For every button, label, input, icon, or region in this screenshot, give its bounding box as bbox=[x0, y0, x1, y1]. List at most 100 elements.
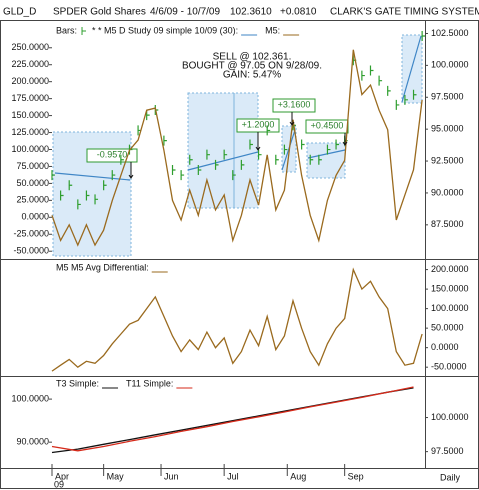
price-bar bbox=[120, 154, 124, 165]
security-name: SPDER Gold Shares bbox=[53, 7, 146, 18]
price-change: +0.0810 bbox=[280, 7, 317, 18]
price-bar bbox=[387, 85, 391, 96]
price-bar bbox=[180, 170, 185, 181]
annotation: BOUGHT @ 97.05 ON 9/28/09. bbox=[182, 61, 322, 72]
legend-label: Bars: bbox=[56, 25, 77, 35]
price-bar bbox=[206, 149, 210, 160]
date-range: 4/6/09 - 10/7/09 bbox=[150, 7, 220, 18]
y-tick-label: 100.0000 bbox=[11, 393, 49, 403]
arrow bbox=[342, 133, 348, 146]
y-tick-label: 150.0000 bbox=[11, 110, 49, 120]
y2-tick-label: 100.0000 bbox=[431, 60, 469, 70]
x-tick-label: Aug bbox=[290, 471, 306, 481]
trend-line bbox=[307, 149, 346, 159]
x-tick-label: Jul bbox=[227, 471, 239, 481]
price-bar bbox=[232, 170, 236, 181]
y-tick-label: 50.0000 bbox=[16, 178, 49, 188]
y-tick-label: 0.0000 bbox=[21, 212, 49, 222]
price-bar bbox=[94, 194, 99, 205]
annotation: +1.2000 bbox=[242, 119, 275, 129]
x-tick-label: Sep bbox=[348, 471, 364, 481]
y-tick-label: 100.0000 bbox=[11, 144, 49, 154]
price-bar bbox=[257, 149, 262, 160]
y2-tick-label: 97.5000 bbox=[431, 92, 464, 102]
y2-tick-label: 87.5000 bbox=[431, 219, 464, 229]
legend-label: * * M5 D Study 09 simple 10/09 (30): bbox=[92, 25, 238, 35]
price-bar bbox=[249, 139, 253, 150]
y-tick-label: 25.0000 bbox=[16, 195, 49, 205]
y-tick-label: 125.0000 bbox=[11, 127, 49, 137]
price-bar bbox=[378, 75, 383, 86]
x-tick-label: Apr bbox=[55, 471, 69, 481]
y2-tick-label: 102.5000 bbox=[431, 28, 469, 38]
price-bar bbox=[197, 164, 202, 175]
annotation: SELL @ 102.361. bbox=[213, 52, 292, 63]
y2-tick-label: -50.0000 bbox=[431, 362, 467, 372]
legend-label: T3 Simple: bbox=[56, 378, 99, 388]
label-box bbox=[272, 98, 316, 113]
y-tick-label: 250.0000 bbox=[11, 42, 49, 52]
arrow bbox=[128, 162, 134, 179]
price-bar bbox=[335, 139, 340, 150]
price-bar bbox=[85, 190, 90, 201]
price-bar bbox=[395, 99, 400, 110]
last-price: 102.3610 bbox=[230, 7, 272, 18]
price-bar bbox=[68, 180, 73, 191]
legend-label: M5: bbox=[265, 25, 280, 35]
price-bar bbox=[301, 139, 305, 150]
x-tick-label: Jun bbox=[164, 471, 179, 481]
y-tick-label: 175.0000 bbox=[11, 93, 49, 103]
price-bar bbox=[266, 125, 271, 136]
price-bar bbox=[214, 159, 219, 170]
annotation: +3.1600 bbox=[278, 99, 311, 109]
y-tick-label: -50.0000 bbox=[13, 246, 49, 256]
trade-box bbox=[306, 142, 346, 179]
y-tick-label: 90.0000 bbox=[16, 437, 49, 447]
trade-box bbox=[187, 92, 259, 209]
trend-line bbox=[281, 129, 296, 171]
price-bar bbox=[51, 170, 55, 181]
y2-tick-label: 100.0000 bbox=[431, 412, 469, 422]
y-tick-label: 75.0000 bbox=[16, 161, 49, 171]
price-bar bbox=[77, 199, 81, 210]
price-bar bbox=[361, 70, 365, 81]
series-line bbox=[51, 386, 414, 452]
y-tick-label: -25.0000 bbox=[13, 229, 49, 239]
label-box bbox=[305, 119, 349, 134]
label-box bbox=[86, 148, 138, 163]
price-bar bbox=[60, 190, 64, 201]
x-tick-label: May bbox=[107, 471, 125, 481]
price-bar bbox=[412, 89, 417, 100]
arrow bbox=[289, 112, 295, 126]
series-line bbox=[51, 267, 423, 372]
price-bar bbox=[369, 65, 374, 76]
trend-line bbox=[187, 151, 259, 171]
y2-tick-label: 150.0000 bbox=[431, 283, 469, 293]
year-label: 09 bbox=[54, 479, 64, 489]
price-bar bbox=[103, 180, 107, 191]
y-tick-label: 200.0000 bbox=[11, 76, 49, 86]
y2-tick-label: 97.5000 bbox=[431, 446, 464, 456]
period-label: Daily bbox=[440, 472, 461, 482]
price-bar bbox=[171, 164, 176, 175]
y2-tick-label: 0.0000 bbox=[431, 342, 459, 352]
annotation: GAIN: 5.47% bbox=[223, 70, 281, 81]
legend-label: M5 M5 Avg Differential: bbox=[56, 262, 149, 272]
y2-tick-label: 95.0000 bbox=[431, 124, 464, 134]
price-bar bbox=[111, 170, 116, 181]
trend-line bbox=[54, 172, 131, 181]
price-bar bbox=[163, 135, 167, 146]
annotation: +0.4500 bbox=[311, 120, 344, 130]
y2-tick-label: 50.0000 bbox=[431, 323, 464, 333]
y2-tick-label: 92.5000 bbox=[431, 155, 464, 165]
price-bar bbox=[404, 94, 408, 105]
annotation: -0.9570 bbox=[97, 149, 128, 159]
legend-label: T11 Simple: bbox=[126, 378, 173, 388]
price-bar bbox=[326, 144, 331, 155]
legend-symbol bbox=[81, 27, 87, 35]
y2-tick-label: 90.0000 bbox=[431, 187, 464, 197]
y2-tick-label: 200.0000 bbox=[431, 264, 469, 274]
trade-labels bbox=[86, 98, 349, 163]
series-line bbox=[51, 49, 423, 247]
